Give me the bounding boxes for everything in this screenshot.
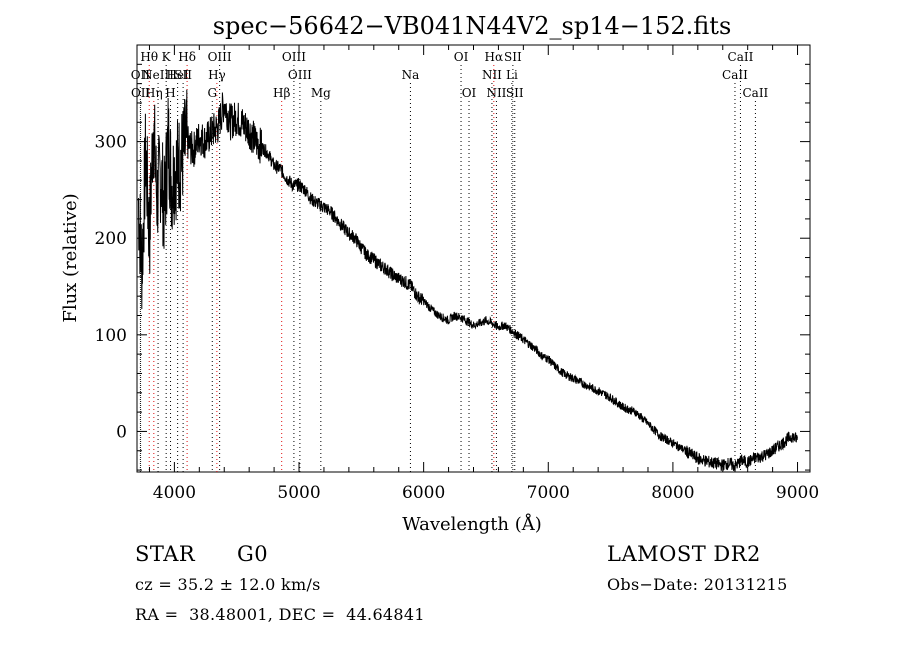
x-tick-label: 4000: [153, 483, 196, 503]
line-label: OII: [131, 68, 151, 82]
line-label: NeIII: [142, 68, 174, 82]
line-label: OIII: [282, 50, 306, 64]
y-axis-label: Flux (relative): [60, 193, 81, 322]
line-label: Hθ: [140, 50, 158, 64]
line-label: NII: [482, 68, 502, 82]
axis-ticks: 4000 5000 6000 7000 8000 9000 0 100 200 300: [95, 45, 819, 503]
y-tick-label: 300: [95, 133, 127, 153]
line-label: CaII: [722, 68, 748, 82]
redshift-value: cz = 35.2 ± 12.0 km/s: [135, 575, 321, 594]
line-label: CaII: [742, 86, 768, 100]
x-axis-label: Wavelength (Å): [402, 513, 542, 535]
obs-date: Obs−Date: 20131215: [607, 575, 788, 594]
line-label: SII: [506, 86, 524, 100]
line-label: Hδ: [178, 50, 196, 64]
line-label: Hα: [485, 50, 504, 64]
line-label: OI: [454, 50, 469, 64]
line-label: HeI: [166, 68, 189, 82]
chart-title: spec−56642−VB041N44V2_sp14−152.fits: [213, 12, 732, 40]
line-label: OIII: [208, 50, 232, 64]
survey-name: LAMOST DR2: [607, 542, 761, 566]
line-markers: OIIOIIHθHηNeIIIKHHeISIIHδGHγOIIIHβOIIIOI…: [131, 50, 769, 472]
spectrum-line: [137, 89, 798, 472]
line-label: OI: [462, 86, 477, 100]
line-label: Hγ: [208, 68, 226, 82]
line-label: Hβ: [273, 86, 290, 100]
y-tick-label: 0: [116, 422, 127, 442]
line-label: G: [207, 86, 217, 100]
x-tick-label: 7000: [527, 483, 570, 503]
line-label: OIII: [288, 68, 312, 82]
x-tick-label: 5000: [277, 483, 320, 503]
line-label: H: [165, 86, 175, 100]
line-label: SII: [174, 68, 192, 82]
x-tick-label: 8000: [651, 483, 694, 503]
line-label: Li: [506, 68, 518, 82]
x-tick-label: 6000: [402, 483, 445, 503]
object-class: STAR: [135, 542, 196, 566]
y-tick-label: 100: [95, 326, 127, 346]
object-subclass: G0: [237, 542, 269, 566]
y-tick-label: 200: [95, 229, 127, 249]
line-label: Hη: [145, 86, 163, 100]
coordinates: RA = 38.48001, DEC = 44.64841: [135, 605, 425, 624]
line-label: K: [162, 50, 172, 64]
line-label: CaII: [728, 50, 754, 64]
line-label: Mg: [311, 86, 331, 100]
line-label: OII: [131, 86, 151, 100]
x-tick-label: 9000: [776, 483, 819, 503]
line-label: SII: [504, 50, 522, 64]
line-label: NII: [486, 86, 506, 100]
line-label: Na: [402, 68, 420, 82]
